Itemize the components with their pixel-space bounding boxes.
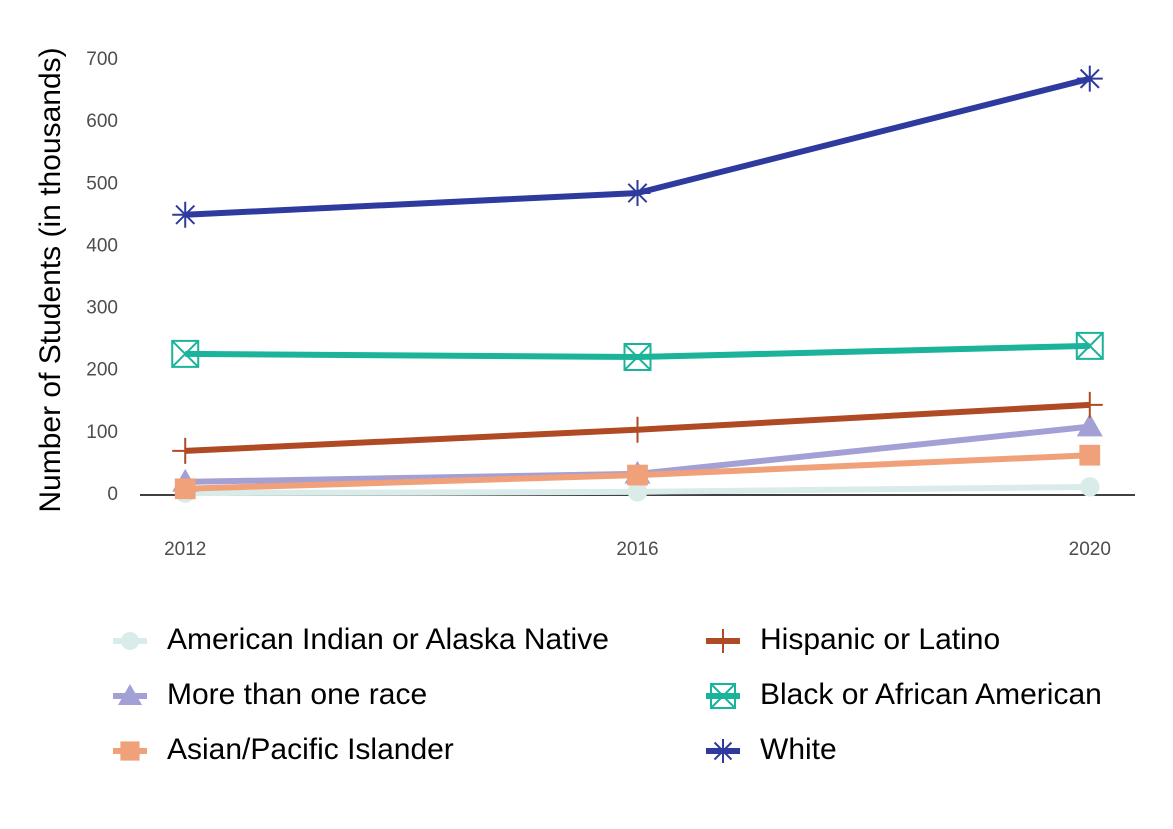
y-tick-label: 300: [86, 298, 118, 319]
marker-shape: [624, 416, 651, 443]
legend-label: Black or African American: [760, 678, 1102, 711]
marker: [1076, 413, 1103, 437]
legend-label: More than one race: [167, 678, 427, 711]
marker: [171, 339, 200, 368]
marker-shape: [174, 478, 196, 500]
marker-shape: [627, 464, 648, 486]
marker: [1076, 65, 1103, 92]
marker-shape: [1075, 331, 1104, 360]
marker: [710, 683, 736, 709]
y-tick-label: 600: [86, 111, 118, 132]
marker-shape: [172, 201, 199, 228]
legend-label: Asian/Pacific Islander: [167, 733, 454, 766]
marker: [623, 343, 652, 372]
marker-shape: [623, 343, 652, 372]
marker-shape: [1076, 413, 1103, 437]
x-tick-label: 2016: [616, 539, 658, 560]
marker-shape: [711, 629, 735, 653]
marker: [711, 739, 735, 763]
marker: [624, 180, 651, 207]
legend-label: White: [760, 733, 837, 766]
y-tick-label: 500: [86, 173, 118, 194]
marker: [624, 416, 651, 443]
marker: [1079, 444, 1101, 466]
x-tick-label: 2020: [1069, 539, 1111, 560]
marker-shape: [1076, 65, 1103, 92]
y-tick-label: 200: [86, 360, 118, 381]
marker: [172, 201, 199, 228]
marker-shape: [1076, 391, 1103, 418]
marker: [1075, 331, 1104, 360]
y-tick-label: 400: [86, 235, 118, 256]
y-tick-label: 0: [107, 484, 118, 505]
marker-shape: [1079, 444, 1101, 466]
marker: [1080, 477, 1100, 497]
marker: [174, 478, 196, 500]
y-tick-label: 700: [86, 49, 118, 70]
series-line: [185, 342, 1090, 361]
y-axis-label: Number of Students (in thousands): [34, 47, 67, 512]
marker-shape: [627, 482, 648, 502]
marker: [627, 464, 648, 486]
marker-shape: [120, 741, 140, 761]
marker: [1076, 391, 1103, 418]
marker-shape: [711, 739, 735, 763]
marker: [121, 632, 139, 650]
marker: [120, 741, 140, 761]
marker: [627, 482, 648, 502]
marker-shape: [121, 632, 139, 650]
marker: [172, 437, 199, 464]
x-tick-label: 2012: [164, 539, 206, 560]
marker-shape: [710, 683, 736, 709]
legend-label: American Indian or Alaska Native: [167, 623, 609, 656]
marker-shape: [624, 180, 651, 207]
marker-shape: [171, 339, 200, 368]
marker: [711, 629, 735, 653]
marker: [118, 684, 142, 705]
legend-label: Hispanic or Latino: [760, 623, 1000, 656]
marker-shape: [172, 437, 199, 464]
marker-shape: [1080, 477, 1100, 497]
marker-shape: [118, 684, 142, 705]
y-tick-label: 100: [86, 422, 118, 443]
